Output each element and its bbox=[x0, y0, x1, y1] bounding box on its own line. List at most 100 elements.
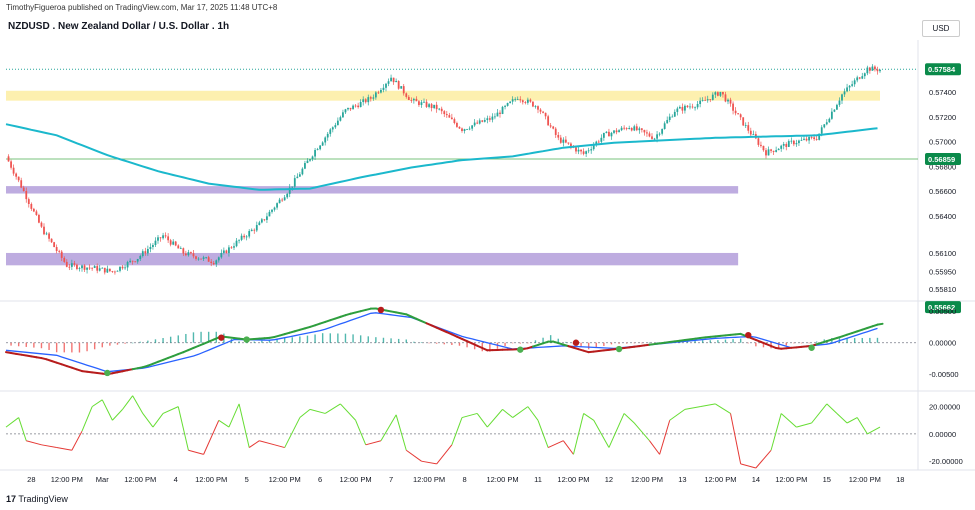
oscillator-segment bbox=[633, 422, 650, 442]
time-tick-label: 6 bbox=[318, 475, 322, 484]
candle-body bbox=[701, 100, 704, 101]
moving-average-line bbox=[5, 123, 878, 191]
candle-body bbox=[96, 266, 99, 271]
oscillator-segment bbox=[365, 440, 382, 446]
candle-body bbox=[491, 116, 494, 120]
candle-body bbox=[220, 252, 223, 258]
candle-body bbox=[742, 117, 745, 126]
macd-histogram-bar bbox=[648, 342, 651, 344]
candle-body bbox=[618, 130, 620, 133]
macd-histogram-bar bbox=[337, 333, 339, 343]
macd-histogram-bar bbox=[861, 337, 863, 343]
candle-body bbox=[453, 119, 456, 124]
candle-body bbox=[582, 151, 585, 154]
candle-body bbox=[785, 144, 788, 147]
candle-body bbox=[499, 112, 501, 114]
candle-body bbox=[369, 97, 372, 99]
candle-body bbox=[511, 99, 514, 102]
oscillator-segment bbox=[796, 422, 812, 428]
candle-body bbox=[504, 105, 506, 107]
macd-cross-dot bbox=[808, 344, 815, 351]
candle-body bbox=[836, 104, 838, 110]
time-tick-label: 5 bbox=[245, 475, 249, 484]
oscillator-segment bbox=[461, 412, 478, 419]
candle-body bbox=[309, 159, 311, 161]
candle-body bbox=[678, 106, 681, 109]
candle-body bbox=[301, 168, 304, 175]
macd-histogram-bar bbox=[557, 338, 559, 343]
macd-histogram-bar bbox=[124, 342, 126, 344]
macd-histogram-bar bbox=[321, 333, 324, 343]
candle-body bbox=[765, 150, 767, 156]
candle-body bbox=[559, 137, 562, 143]
candle-body bbox=[610, 132, 613, 137]
oscillator-segment bbox=[405, 449, 422, 462]
candle-body bbox=[856, 77, 859, 81]
macd-cross-dot bbox=[104, 369, 111, 377]
macd-histogram-bar bbox=[215, 331, 217, 343]
macd-cross-dot bbox=[517, 346, 524, 353]
macd-histogram-bar bbox=[747, 342, 749, 344]
oscillator-segment bbox=[284, 417, 301, 448]
candle-body bbox=[425, 101, 428, 107]
candle-body bbox=[471, 125, 474, 129]
macd-histogram-bar bbox=[283, 338, 286, 343]
macd-histogram-bar bbox=[344, 333, 347, 343]
macd-histogram-bar bbox=[656, 342, 658, 343]
candle-body bbox=[407, 96, 410, 100]
macd-histogram-bar bbox=[139, 341, 141, 343]
candle-body bbox=[747, 125, 750, 131]
macd-histogram-bar bbox=[618, 342, 620, 344]
candle-body bbox=[288, 187, 291, 194]
candle-body bbox=[293, 178, 296, 187]
candle-body bbox=[815, 139, 818, 140]
oscillator-segment bbox=[259, 440, 275, 446]
candle-body bbox=[861, 76, 864, 79]
macd-histogram-bar bbox=[603, 342, 605, 346]
candle-body bbox=[339, 117, 342, 121]
macd-histogram-bar bbox=[800, 342, 803, 344]
candle-body bbox=[195, 256, 197, 259]
candle-body bbox=[17, 176, 20, 181]
candle-body bbox=[228, 247, 230, 254]
candle-body bbox=[800, 139, 803, 141]
candle-body bbox=[456, 123, 458, 127]
macd-histogram-bar bbox=[116, 342, 119, 345]
currency-button[interactable]: USD bbox=[922, 20, 960, 37]
candle-body bbox=[463, 129, 466, 131]
oscillator-segment bbox=[203, 420, 220, 455]
macd-histogram-bar bbox=[71, 342, 73, 353]
candle-body bbox=[501, 106, 504, 114]
candle-body bbox=[488, 118, 491, 120]
time-tick-label: 12:00 PM bbox=[51, 475, 83, 484]
candle-body bbox=[443, 111, 446, 115]
candle-body bbox=[212, 262, 215, 265]
candle-body bbox=[653, 138, 656, 140]
candle-body bbox=[445, 114, 448, 116]
time-tick-label: 12:00 PM bbox=[631, 475, 663, 484]
candle-body bbox=[250, 229, 253, 232]
candle-body bbox=[167, 236, 170, 241]
candle-body bbox=[319, 145, 322, 150]
oscillator-segment bbox=[608, 413, 625, 448]
candle-body bbox=[291, 186, 294, 188]
oscillator-segment bbox=[562, 440, 574, 455]
candle-body bbox=[547, 116, 550, 126]
candle-body bbox=[177, 245, 180, 249]
tradingview-brand[interactable]: 17 TradingView bbox=[6, 494, 68, 504]
candle-body bbox=[306, 160, 309, 164]
macd-histogram-bar bbox=[542, 337, 544, 343]
oscillator-segment bbox=[836, 413, 848, 424]
time-tick-label: 12:00 PM bbox=[195, 475, 227, 484]
price-badge bbox=[925, 152, 961, 165]
oscillator-segment bbox=[476, 413, 488, 428]
macd-histogram-bar bbox=[329, 333, 331, 343]
candle-body bbox=[253, 229, 256, 231]
candle-body bbox=[851, 84, 854, 86]
time-tick-label: 12:00 PM bbox=[340, 475, 372, 484]
candle-body bbox=[344, 109, 347, 113]
oscillator-segment bbox=[324, 403, 341, 414]
publisher-line: TimothyFigueroa published on TradingView… bbox=[6, 3, 278, 12]
time-tick-label: 14 bbox=[752, 475, 760, 484]
